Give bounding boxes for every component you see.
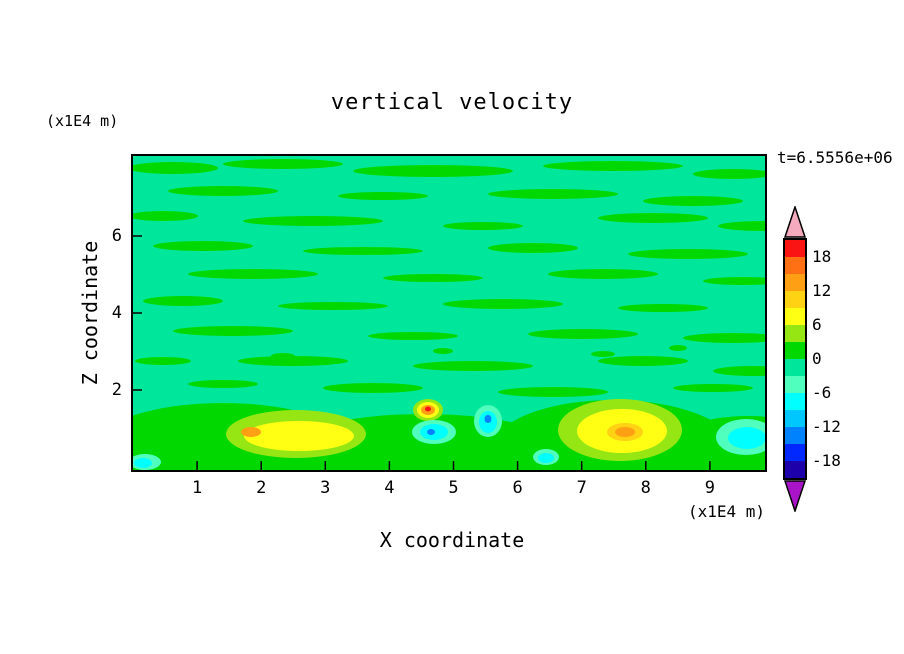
colorbar-cell xyxy=(785,427,805,444)
colorbar-cell xyxy=(785,240,805,257)
colorbar-cell xyxy=(785,257,805,274)
y-tick-label: 4 xyxy=(111,303,122,323)
x-tick-label: 3 xyxy=(320,478,331,498)
colorbar-cell xyxy=(785,359,805,376)
colorbar-cell xyxy=(785,461,805,478)
x-tick-label: 6 xyxy=(512,478,523,498)
colorbar-cell xyxy=(785,342,805,359)
y-axis-units: (x1E4 m) xyxy=(46,112,119,130)
x-tick-label: 5 xyxy=(448,478,459,498)
colorbar-label: 6 xyxy=(812,315,822,334)
x-tick-label: 7 xyxy=(576,478,587,498)
plot-title: vertical velocity xyxy=(330,90,574,115)
colorbar-bottom-cap xyxy=(783,480,807,512)
x-axis-title: X coordinate xyxy=(379,528,525,552)
x-tick-label: 4 xyxy=(384,478,395,498)
colorbar-cell xyxy=(785,376,805,393)
colorbar-cell xyxy=(785,325,805,342)
x-tick-label: 8 xyxy=(640,478,651,498)
colorbar-cell xyxy=(785,444,805,461)
y-tick-label: 6 xyxy=(111,226,122,246)
colorbar-label: 18 xyxy=(812,247,832,266)
colorbar-cell xyxy=(785,410,805,427)
x-tick-label: 2 xyxy=(256,478,267,498)
colorbar-top-cap xyxy=(783,206,807,238)
colorbar-cell xyxy=(785,393,805,410)
colorbar-cell xyxy=(785,291,805,308)
colorbar-cell xyxy=(785,308,805,325)
colorbar-label: 12 xyxy=(812,281,832,300)
velocity-field xyxy=(133,156,765,470)
x-tick-label: 9 xyxy=(704,478,716,498)
y-tick-label: 2 xyxy=(111,380,122,400)
colorbar-cell xyxy=(785,274,805,291)
x-tick-label: 1 xyxy=(191,478,203,498)
colorbar-label: -12 xyxy=(812,417,841,436)
x-axis-units: (x1E4 m) xyxy=(688,502,766,521)
colorbar-label: 0 xyxy=(812,349,822,368)
timestamp-label: t=6.5556e+06 xyxy=(777,148,893,167)
colorbar xyxy=(783,238,807,480)
colorbar-label: -18 xyxy=(812,451,841,470)
plot-area xyxy=(131,154,767,472)
colorbar-label: -6 xyxy=(812,383,832,402)
